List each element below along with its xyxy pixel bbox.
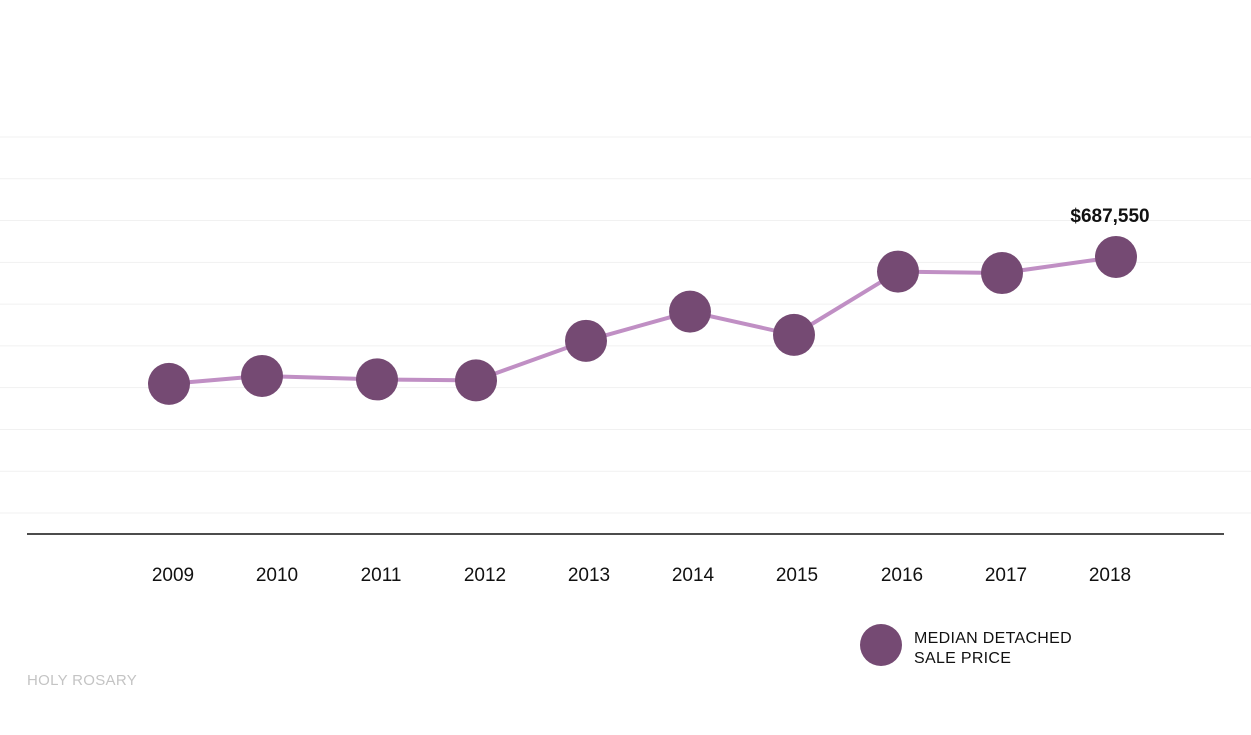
data-point-2011 [356, 358, 398, 401]
data-point-2013 [565, 319, 607, 362]
series-line [168, 254, 1117, 386]
x-tick-label-2011: 2011 [361, 565, 402, 586]
x-tick-label-2015: 2015 [776, 565, 818, 586]
data-point-2018 [1095, 235, 1137, 278]
series-median-detached-sale-price [148, 235, 1137, 405]
x-tick-label-2009: 2009 [152, 565, 194, 586]
data-point-2015 [773, 313, 815, 356]
watermark-text: HOLY ROSARY [27, 672, 137, 689]
data-labels: $687,550 [1070, 206, 1149, 227]
x-tick-label-2017: 2017 [985, 565, 1027, 586]
x-tick-label-2016: 2016 [881, 565, 923, 586]
x-tick-label-2012: 2012 [464, 565, 506, 586]
gridlines [0, 136, 1251, 514]
x-tick-label-2010: 2010 [256, 565, 298, 586]
x-axis-tick-labels: 2009 2010 2011 2012 2013 2014 2015 2016 2017 2018 [152, 565, 1131, 586]
data-point-2010 [241, 354, 283, 397]
data-point-2012 [455, 359, 497, 402]
legend-marker [860, 624, 902, 666]
data-point-2017 [981, 252, 1023, 295]
data-point-2014 [669, 290, 711, 333]
data-point-2016 [877, 250, 919, 293]
x-tick-label-2013: 2013 [568, 565, 610, 586]
x-tick-label-2014: 2014 [672, 565, 715, 586]
data-label-2018: $687,550 [1070, 206, 1149, 227]
legend-label-line-2: SALE PRICE [914, 650, 1011, 667]
data-point-2009 [148, 362, 190, 405]
legend-label-line-1: MEDIAN DETACHED [914, 630, 1072, 647]
legend: MEDIAN DETACHED SALE PRICE [860, 624, 1072, 667]
x-tick-label-2018: 2018 [1089, 565, 1131, 586]
